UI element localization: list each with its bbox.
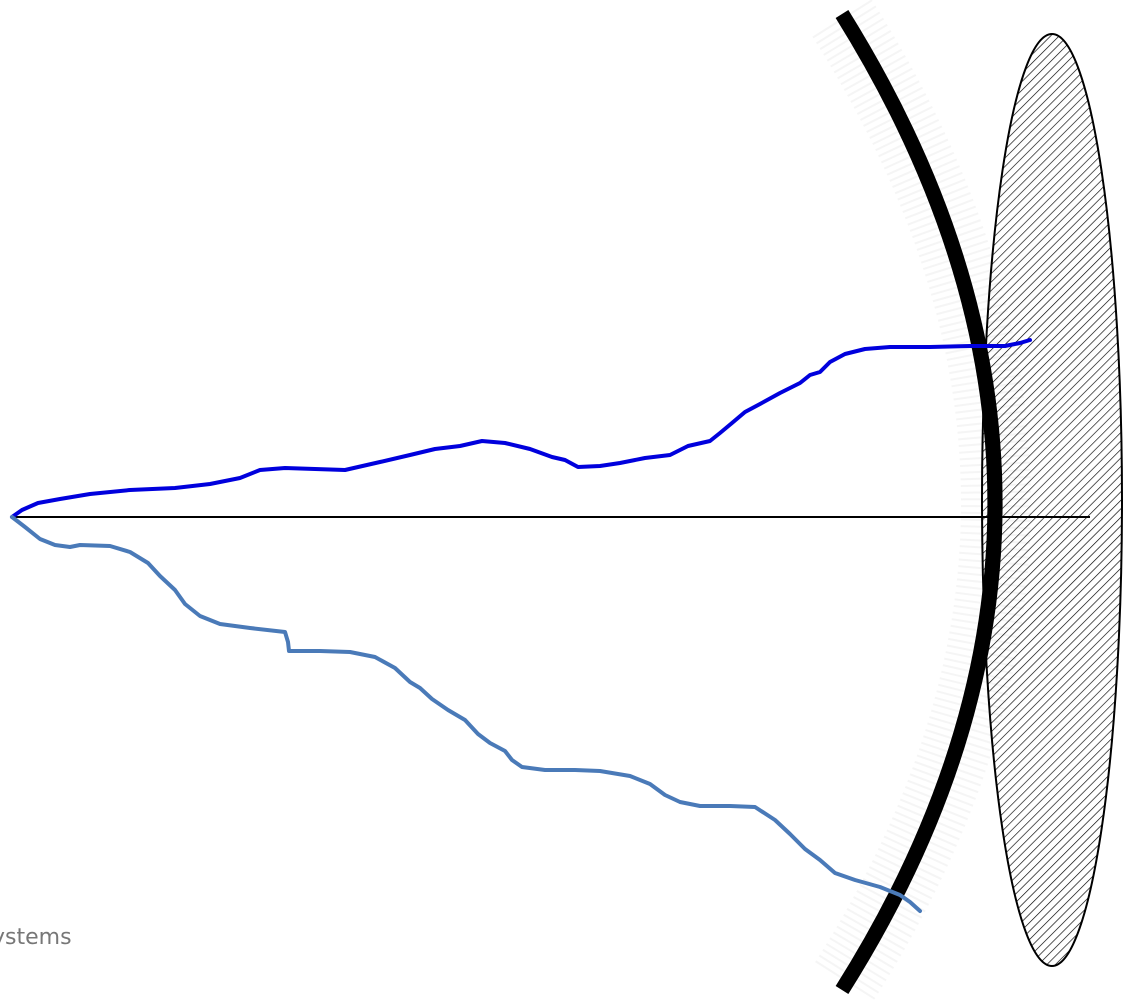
curved-boundary-arc bbox=[842, 14, 995, 990]
upper-random-path bbox=[12, 340, 1030, 517]
lower-random-path bbox=[12, 517, 920, 911]
hatched-ellipse bbox=[982, 34, 1122, 966]
caption-text: ystems bbox=[0, 925, 72, 950]
